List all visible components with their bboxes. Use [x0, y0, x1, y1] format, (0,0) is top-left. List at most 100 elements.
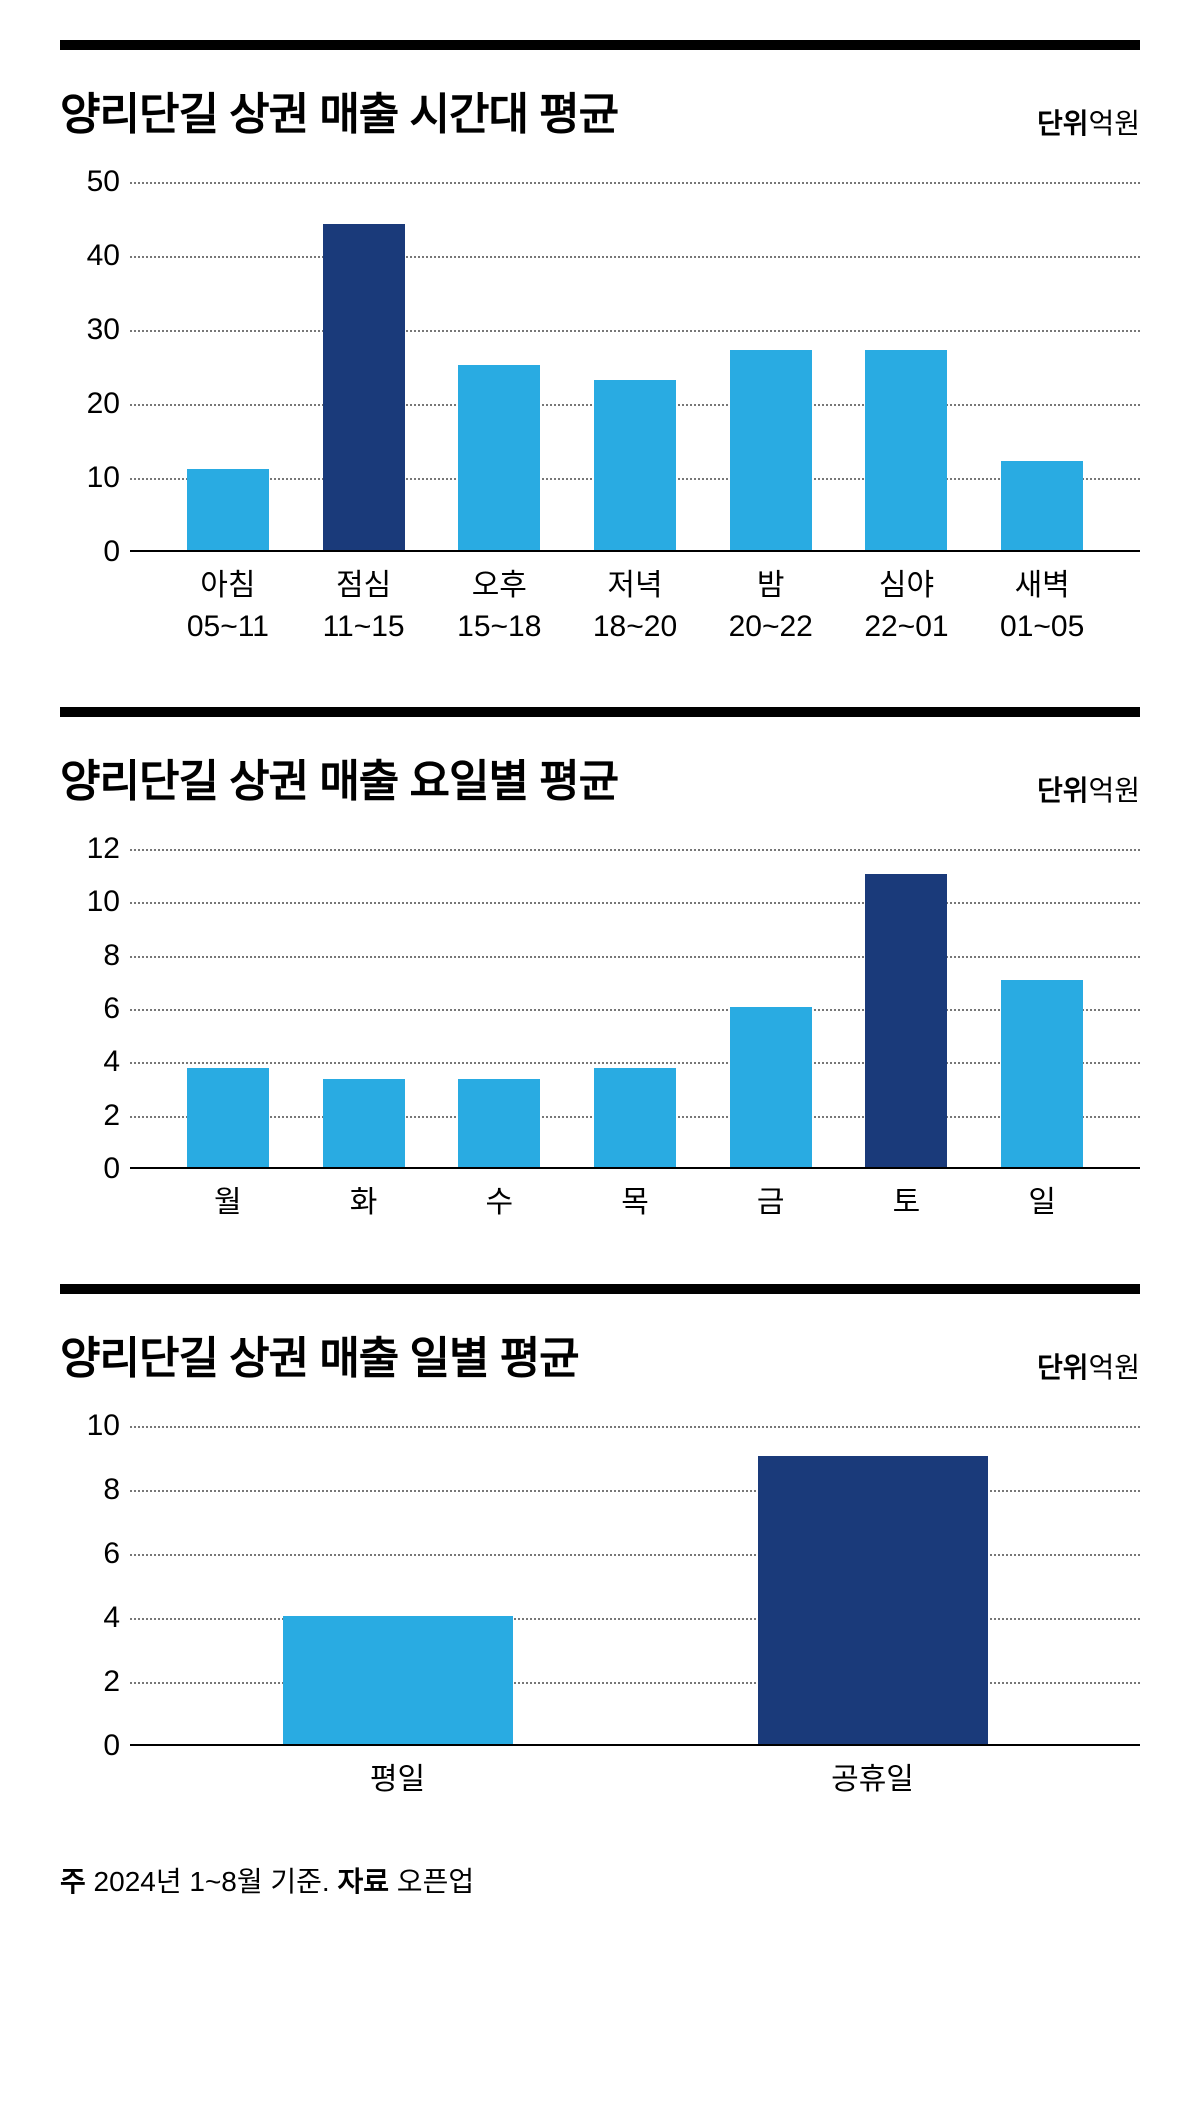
bar-slot: [839, 849, 975, 1167]
footnote-prefix-text: 2024년 1~8월 기준.: [86, 1866, 338, 1897]
bar: [730, 350, 812, 550]
chart-plot: 0246810: [130, 1426, 1140, 1746]
bar: [594, 1068, 676, 1167]
x-label: 심야22~01: [839, 566, 975, 647]
x-label: 저녁18~20: [567, 566, 703, 647]
y-tick-label: 10: [60, 885, 120, 919]
bars-group: [160, 182, 1110, 550]
x-labels: 평일공휴일: [130, 1746, 1140, 1801]
bar: [283, 1616, 513, 1744]
y-tick-label: 0: [60, 535, 120, 569]
x-label: 일: [974, 1183, 1110, 1224]
bar-slot: [160, 849, 296, 1167]
bar-slot: [635, 1426, 1110, 1744]
bar: [594, 380, 676, 550]
bar: [323, 1079, 405, 1167]
footnote-source-text: 오픈업: [389, 1866, 474, 1897]
bar-slot: [431, 182, 567, 550]
y-tick-label: 8: [60, 939, 120, 973]
bars-group: [160, 1426, 1110, 1744]
bar: [323, 224, 405, 550]
bar: [187, 469, 269, 550]
bars-group: [160, 849, 1110, 1167]
y-tick-label: 0: [60, 1152, 120, 1186]
x-label: 평일: [160, 1760, 635, 1801]
x-label: 점심11~15: [296, 566, 432, 647]
chart-header: 양리단길 상권 매출 시간대 평균 단위억원: [60, 78, 1140, 142]
chart-unit: 단위억원: [1037, 1346, 1140, 1386]
section-rule: [60, 707, 1140, 717]
y-tick-label: 30: [60, 313, 120, 347]
bar: [458, 1079, 540, 1167]
bar: [758, 1456, 988, 1744]
bar-slot: [974, 849, 1110, 1167]
y-tick-label: 12: [60, 832, 120, 866]
bar-slot: [703, 849, 839, 1167]
chart-header: 양리단길 상권 매출 요일별 평균 단위억원: [60, 745, 1140, 809]
bar-slot: [567, 849, 703, 1167]
chart-area: 01020304050아침05~11점심11~15오후15~18저녁18~20밤…: [60, 182, 1140, 647]
bar: [865, 350, 947, 550]
section-rule: [60, 1284, 1140, 1294]
x-label: 새벽01~05: [974, 566, 1110, 647]
x-labels: 월화수목금토일: [130, 1169, 1140, 1224]
x-label: 오후15~18: [431, 566, 567, 647]
chart-title: 양리단길 상권 매출 일별 평균: [60, 1322, 579, 1386]
x-label: 수: [431, 1183, 567, 1224]
chart-plot: 01020304050: [130, 182, 1140, 552]
bar-slot: [160, 182, 296, 550]
x-label: 목: [567, 1183, 703, 1224]
x-label: 아침05~11: [160, 566, 296, 647]
bar: [730, 1007, 812, 1167]
y-tick-label: 50: [60, 165, 120, 199]
chart-unit: 단위억원: [1037, 769, 1140, 809]
x-labels: 아침05~11점심11~15오후15~18저녁18~20밤20~22심야22~0…: [130, 552, 1140, 647]
bar-slot: [296, 182, 432, 550]
bar: [1001, 461, 1083, 550]
y-tick-label: 2: [60, 1665, 120, 1699]
x-label: 공휴일: [635, 1760, 1110, 1801]
x-label: 월: [160, 1183, 296, 1224]
bar-slot: [296, 849, 432, 1167]
footnote-source-label: 자료: [338, 1866, 390, 1897]
bar: [1001, 980, 1083, 1167]
y-tick-label: 20: [60, 387, 120, 421]
bar-slot: [160, 1426, 635, 1744]
chart-section-day-of-week: 양리단길 상권 매출 요일별 평균단위억원024681012월화수목금토일: [60, 707, 1140, 1224]
y-tick-label: 8: [60, 1473, 120, 1507]
chart-unit: 단위억원: [1037, 102, 1140, 142]
footnote: 주 2024년 1~8월 기준. 자료 오픈업: [60, 1860, 1140, 1900]
y-tick-label: 40: [60, 239, 120, 273]
x-label: 금: [703, 1183, 839, 1224]
charts-container: 양리단길 상권 매출 시간대 평균단위억원01020304050아침05~11점…: [60, 40, 1140, 1800]
chart-header: 양리단길 상권 매출 일별 평균 단위억원: [60, 1322, 1140, 1386]
y-tick-label: 10: [60, 1409, 120, 1443]
y-tick-label: 2: [60, 1099, 120, 1133]
section-rule: [60, 40, 1140, 50]
bar-slot: [974, 182, 1110, 550]
bar: [458, 365, 540, 550]
chart-area: 0246810평일공휴일: [60, 1426, 1140, 1801]
chart-plot: 024681012: [130, 849, 1140, 1169]
bar: [187, 1068, 269, 1167]
bar: [865, 874, 947, 1167]
chart-title: 양리단길 상권 매출 시간대 평균: [60, 78, 618, 142]
bar-slot: [839, 182, 975, 550]
bar-slot: [431, 849, 567, 1167]
y-tick-label: 10: [60, 461, 120, 495]
y-tick-label: 4: [60, 1601, 120, 1635]
y-tick-label: 4: [60, 1045, 120, 1079]
bar-slot: [703, 182, 839, 550]
footnote-prefix-label: 주: [60, 1866, 86, 1897]
x-label: 밤20~22: [703, 566, 839, 647]
x-label: 토: [839, 1183, 975, 1224]
y-tick-label: 6: [60, 992, 120, 1026]
chart-title: 양리단길 상권 매출 요일별 평균: [60, 745, 618, 809]
x-label: 화: [296, 1183, 432, 1224]
y-tick-label: 6: [60, 1537, 120, 1571]
chart-section-weekday-vs-holiday: 양리단길 상권 매출 일별 평균단위억원0246810평일공휴일: [60, 1284, 1140, 1801]
y-tick-label: 0: [60, 1729, 120, 1763]
chart-section-time-of-day: 양리단길 상권 매출 시간대 평균단위억원01020304050아침05~11점…: [60, 40, 1140, 647]
chart-area: 024681012월화수목금토일: [60, 849, 1140, 1224]
bar-slot: [567, 182, 703, 550]
